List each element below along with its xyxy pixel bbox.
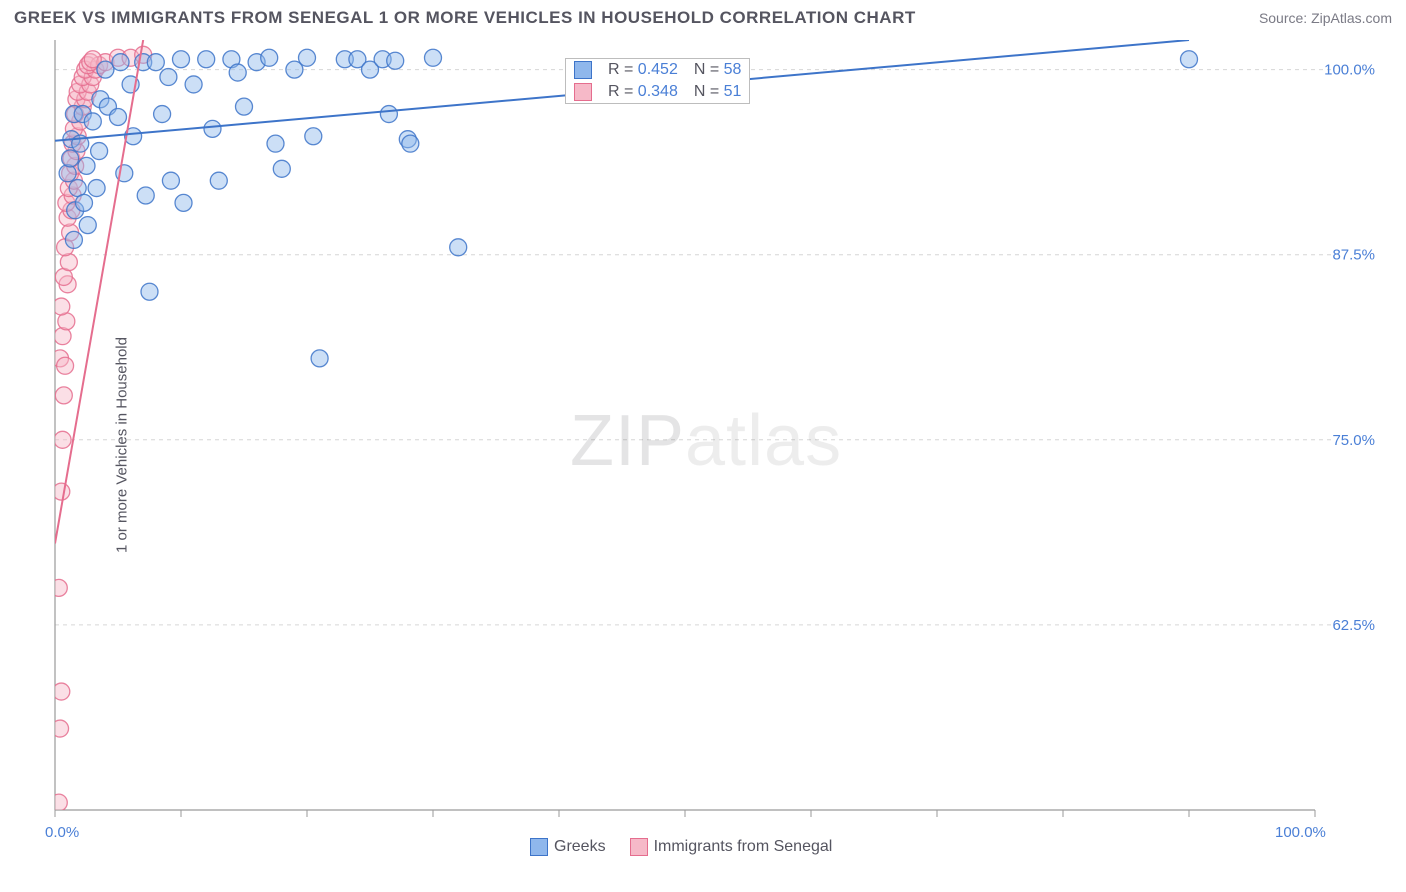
- chart-area: 1 or more Vehicles in Household 62.5% 75.…: [0, 30, 1406, 860]
- title-bar: GREEK VS IMMIGRANTS FROM SENEGAL 1 OR MO…: [0, 0, 1406, 30]
- n-label: N =: [694, 83, 719, 100]
- legend-swatch-senegal: [574, 83, 592, 101]
- source-label: Source: ZipAtlas.com: [1259, 10, 1392, 26]
- legend-row-greeks: R = 0.452 N = 58: [566, 59, 749, 81]
- chart-title: GREEK VS IMMIGRANTS FROM SENEGAL 1 OR MO…: [14, 8, 916, 28]
- x-axis-min-label: 0.0%: [45, 824, 79, 841]
- r-value-senegal: 0.348: [638, 83, 678, 100]
- svg-text:75.0%: 75.0%: [1332, 432, 1375, 449]
- svg-text:100.0%: 100.0%: [1324, 62, 1375, 79]
- legend-swatch-icon: [530, 838, 548, 856]
- legend-item-senegal: Immigrants from Senegal: [630, 838, 833, 856]
- n-label: N =: [694, 61, 719, 78]
- legend-row-senegal: R = 0.348 N = 51: [566, 81, 749, 103]
- y-axis-label: 1 or more Vehicles in Household: [113, 337, 130, 553]
- legend-swatch-icon: [630, 838, 648, 856]
- legend-swatch-greeks: [574, 61, 592, 79]
- r-value-greeks: 0.452: [638, 61, 678, 78]
- correlation-legend: R = 0.452 N = 58 R = 0.348 N = 51: [565, 58, 750, 104]
- r-label: R =: [608, 61, 633, 78]
- x-axis-max-label: 100.0%: [1275, 824, 1326, 841]
- series-legend: Greeks Immigrants from Senegal: [530, 838, 832, 856]
- scatter-plot: 62.5% 75.0% 87.5% 100.0%: [0, 30, 1406, 860]
- legend-item-greeks: Greeks: [530, 838, 606, 856]
- legend-label: Greeks: [554, 838, 606, 855]
- legend-label: Immigrants from Senegal: [654, 838, 833, 855]
- svg-text:62.5%: 62.5%: [1332, 617, 1375, 634]
- n-value-greeks: 58: [724, 61, 742, 78]
- svg-text:87.5%: 87.5%: [1332, 247, 1375, 264]
- r-label: R =: [608, 83, 633, 100]
- n-value-senegal: 51: [724, 83, 742, 100]
